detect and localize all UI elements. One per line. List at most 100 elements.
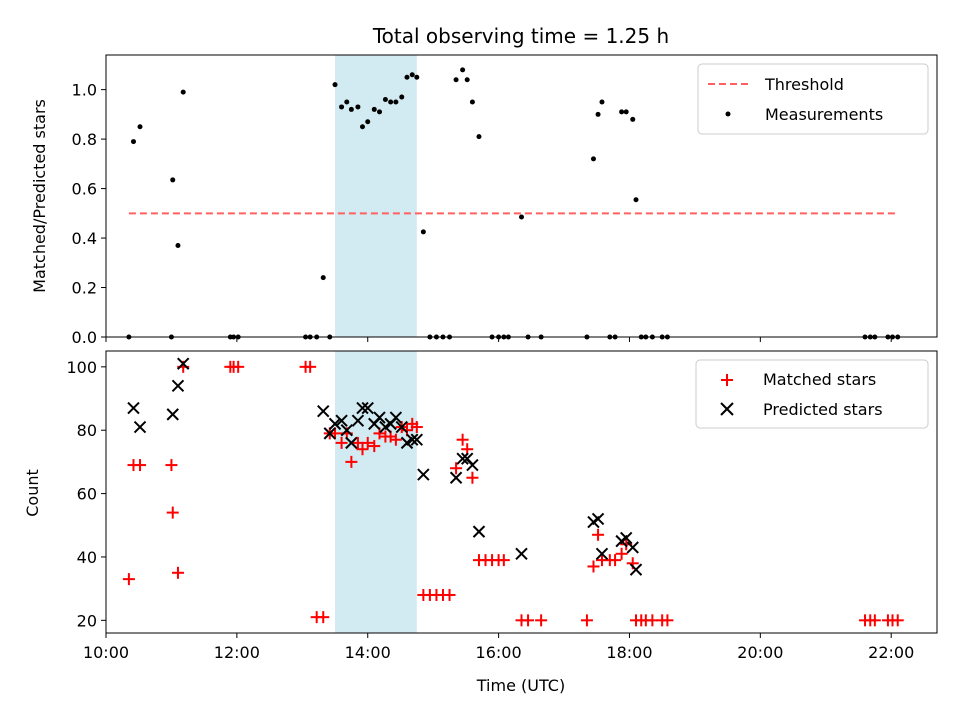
- predicted-star-point: [166, 408, 179, 421]
- predicted-star-point: [127, 401, 140, 415]
- measurement-point: [519, 214, 524, 220]
- measurement-point: [630, 116, 636, 122]
- measurement-point: [339, 104, 345, 110]
- panel-ratio: 0.0 0.2 0.4 0.6 0.8 1.0 Matched/Predicted sta…: [30, 54, 938, 347]
- predicted-star-point: [345, 436, 358, 450]
- x-ticks-top: [105, 337, 892, 342]
- matched-star-point: [304, 360, 317, 373]
- measurement-point: [469, 99, 475, 105]
- x-axis-label: Time (UTC): [476, 676, 565, 695]
- matched-star-point: [615, 547, 628, 560]
- x-tick-label: 20:00: [737, 643, 783, 662]
- measurement-point: [348, 106, 354, 112]
- y-tick-label: 0.4: [72, 229, 97, 248]
- matched-star-point: [868, 614, 881, 627]
- matched-star-point: [587, 560, 600, 573]
- matched-star-point: [609, 554, 622, 567]
- matched-star-point: [891, 614, 904, 627]
- measurement-point: [388, 99, 394, 105]
- predicted-star-point: [619, 531, 633, 545]
- measurement-point: [460, 67, 466, 73]
- measurement-point: [320, 275, 326, 281]
- measurement-point: [382, 97, 388, 103]
- measurement-point: [623, 109, 629, 115]
- measurement-point: [619, 109, 625, 115]
- y-axis-bottom: 20 40 60 80 100: [66, 358, 106, 630]
- matched-star-point: [592, 528, 605, 541]
- measurement-point: [599, 99, 605, 105]
- predicted-star-point: [449, 471, 463, 484]
- predicted-star-point: [356, 401, 369, 415]
- matched-star-point: [171, 566, 184, 579]
- legend-frame-top: [697, 63, 929, 135]
- measurement-point: [332, 82, 338, 88]
- predicted-star-point: [328, 417, 342, 431]
- legend-measurements-label: Measurements: [765, 105, 883, 124]
- matched-star-point: [345, 455, 358, 468]
- y-tick-label: 100: [66, 358, 97, 377]
- matched-star-point: [317, 611, 330, 624]
- predicted-star-point: [340, 424, 354, 437]
- predicted-star-point: [472, 525, 486, 538]
- legend-predicted-swatch: [720, 402, 734, 416]
- measurement-point: [595, 111, 601, 117]
- matched-star-point: [497, 554, 510, 567]
- measurement-point: [180, 89, 186, 95]
- measurement-point: [344, 99, 350, 105]
- matched-star-point: [466, 471, 479, 484]
- predicted-star-point: [317, 404, 330, 418]
- y-tick-label: 40: [77, 548, 97, 567]
- matched-star-point: [232, 360, 245, 373]
- legend-matched-label: Matched stars: [763, 370, 876, 389]
- y-tick-label: 0.2: [72, 279, 97, 298]
- matched-star-point: [443, 588, 456, 601]
- matched-star-point: [522, 614, 535, 627]
- matched-star-point: [165, 459, 178, 472]
- legend-bottom: Matched stars Predicted stars: [695, 359, 929, 429]
- matched-star-point: [356, 443, 369, 456]
- plot-frame-top: [105, 54, 938, 338]
- x-tick-label: 22:00: [868, 643, 914, 662]
- matched-star-point: [661, 614, 674, 627]
- x-axis-bottom: 10:00 12:00 14:00 16:00 18:00 20:00 22:00: [83, 633, 914, 662]
- predicted-star-point: [335, 414, 348, 427]
- measurement-point: [590, 156, 596, 162]
- x-tick-label: 16:00: [476, 643, 522, 662]
- predicted-star-point: [515, 547, 528, 560]
- legend-threshold-label: Threshold: [764, 75, 844, 94]
- x-tick-label: 10:00: [83, 643, 129, 662]
- measurement-point: [175, 242, 181, 248]
- measurement-point: [393, 99, 399, 105]
- observing-window-span: [335, 351, 417, 633]
- y-tick-label: 20: [77, 611, 97, 630]
- predicted-star-point: [351, 414, 365, 427]
- y-tick-label: 0.0: [72, 328, 97, 347]
- legend-predicted-label: Predicted stars: [763, 400, 883, 419]
- matched-star-point: [368, 440, 381, 453]
- predicted-star-point: [456, 452, 469, 465]
- chart-title: Total observing time = 1.25 h: [372, 24, 669, 48]
- y-tick-label: 0.6: [72, 180, 97, 199]
- x-tick-label: 12:00: [214, 643, 260, 662]
- legend-top: Threshold Measurements: [697, 63, 929, 135]
- predicted-star-point: [626, 541, 639, 554]
- legend-measurements-swatch: [725, 111, 731, 117]
- y-tick-label: 80: [77, 421, 97, 440]
- count-points: [122, 357, 904, 627]
- measurement-point: [130, 139, 136, 145]
- matched-star-point: [410, 421, 423, 434]
- measurement-point: [365, 119, 371, 125]
- matched-star-point: [456, 433, 469, 446]
- panel-counts: 20 40 60 80 100 10:00 12:00 14:00 16:00 18:00 20:…: [23, 350, 938, 695]
- predicted-star-point: [591, 512, 605, 526]
- predicted-star-point: [595, 547, 609, 560]
- matched-star-point: [580, 614, 593, 627]
- y-axis-label-bottom: Count: [23, 469, 42, 517]
- x-tick-label: 14:00: [345, 643, 391, 662]
- predicted-star-point: [389, 411, 403, 424]
- matched-star-point: [535, 614, 548, 627]
- measurement-point: [355, 104, 361, 110]
- x-tick-label: 18:00: [606, 643, 652, 662]
- measurement-point: [464, 77, 470, 83]
- matched-star-point: [361, 436, 374, 449]
